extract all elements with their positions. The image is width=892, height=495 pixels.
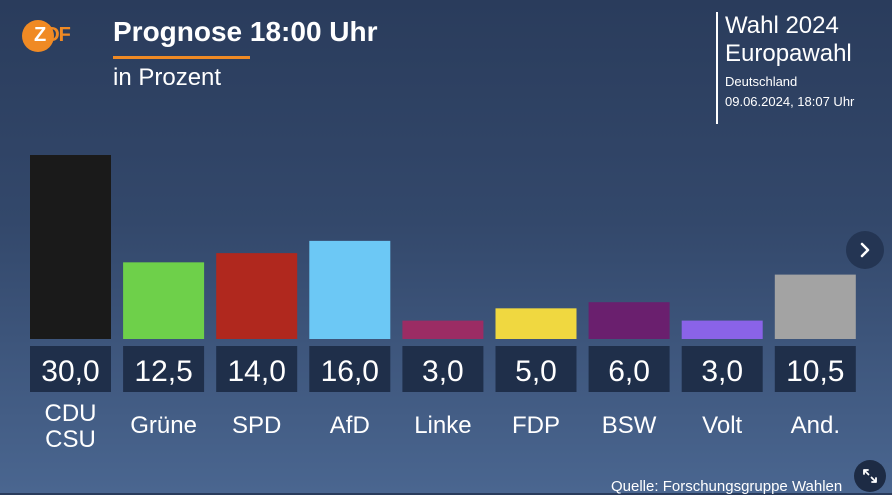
value-label-box (495, 346, 577, 392)
value-label-box (774, 346, 856, 392)
bar-volt (681, 320, 763, 339)
election-title: Wahl 2024 (725, 12, 839, 39)
value-label-box (681, 346, 763, 392)
value-label: 30,0 (41, 355, 99, 388)
bar-fdp (495, 308, 577, 339)
value-label-box (402, 346, 484, 392)
bar-bsw (588, 302, 670, 339)
source-note: Quelle: Forschungsgruppe Wahlen (611, 478, 843, 495)
bar-grüne (123, 262, 205, 339)
bar-cdu-csu (30, 155, 111, 339)
value-label: 6,0 (608, 355, 650, 388)
bar-afd (309, 240, 391, 339)
value-label: 5,0 (515, 355, 557, 388)
category-label: CSU (45, 426, 96, 453)
expand-button[interactable] (854, 460, 886, 492)
category-label: AfD (330, 412, 370, 439)
category-label: Linke (414, 412, 471, 439)
value-label: 16,0 (321, 355, 379, 388)
next-button[interactable] (846, 231, 884, 269)
value-label-box (123, 346, 205, 392)
category-label: FDP (512, 412, 560, 439)
category-label: CDU (45, 400, 97, 427)
category-label: And. (791, 412, 840, 439)
zdf-logo: ZDF (22, 20, 82, 52)
value-label: 10,5 (786, 355, 844, 388)
category-label: BSW (602, 412, 657, 439)
value-label: 14,0 (228, 355, 286, 388)
bar-linke (402, 320, 484, 339)
election-info: Wahl 2024 Europawahl Deutschland 09.06.2… (716, 12, 854, 124)
category-label: Volt (702, 412, 742, 439)
chart-title: Prognose 18:00 Uhr (113, 16, 378, 47)
value-label-box (588, 346, 670, 392)
zdf-logo-circle (22, 20, 54, 52)
value-label: 3,0 (422, 355, 464, 388)
value-label-box (309, 346, 391, 392)
chart-subtitle: in Prozent (113, 64, 222, 91)
title-underline (113, 56, 250, 59)
bar-and (774, 274, 856, 339)
election-region: Deutschland (725, 74, 798, 89)
category-label: Grüne (130, 412, 197, 439)
value-label: 3,0 (701, 355, 743, 388)
election-name: Europawahl (725, 40, 852, 67)
expand-icon (863, 469, 877, 483)
zdf-logo-text: ZDF (34, 24, 71, 46)
chevron-right-icon (860, 242, 870, 258)
election-timestamp: 09.06.2024, 18:07 Uhr (725, 94, 855, 109)
value-label: 12,5 (134, 355, 192, 388)
bar-spd (216, 253, 298, 339)
category-label: SPD (232, 412, 281, 439)
value-label-box (216, 346, 298, 392)
value-label-box (30, 346, 111, 392)
